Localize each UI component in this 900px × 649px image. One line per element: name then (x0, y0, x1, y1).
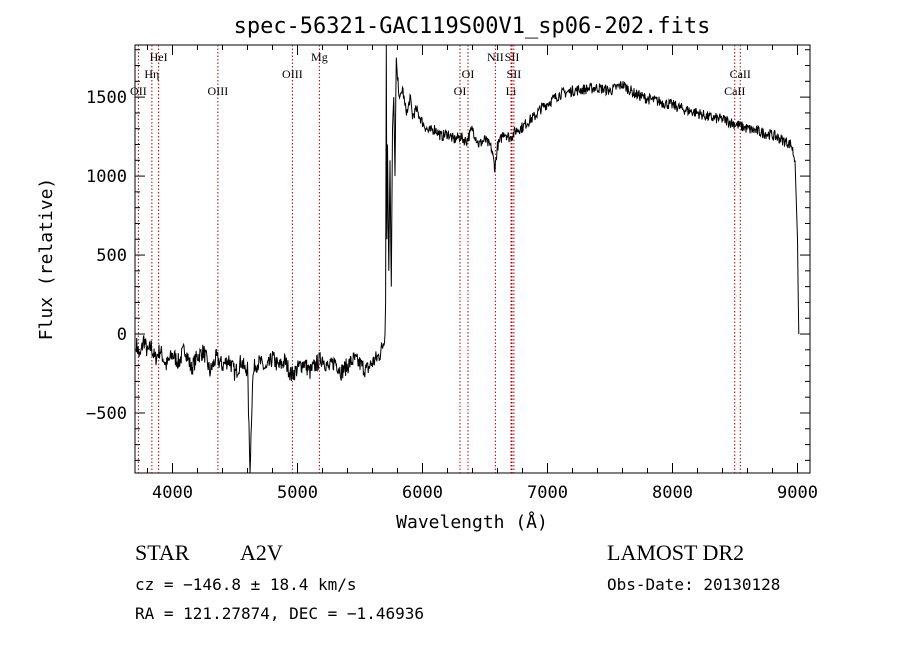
line-label: Mg (311, 50, 328, 64)
y-tick-label: 1000 (86, 167, 127, 187)
x-tick-label: 4000 (152, 483, 193, 503)
line-label: OI (454, 84, 467, 98)
chart-title: spec-56321-GAC119S00V1_sp06-202.fits (234, 14, 711, 39)
plot-frame (134, 44, 811, 474)
x-tick-label: 7000 (527, 483, 568, 503)
y-tick-label: 1500 (86, 88, 127, 108)
cz-value: cz = −146.8 ± 18.4 km/s (135, 575, 357, 594)
line-label: OIII (282, 67, 303, 81)
line-label: OIII (208, 84, 229, 98)
line-label: OII (130, 84, 147, 98)
line-label: CaII (730, 67, 751, 81)
x-tick-label: 9000 (777, 483, 818, 503)
x-tick-label: 6000 (402, 483, 443, 503)
line-label: HeI (150, 50, 168, 64)
x-tick-label: 5000 (277, 483, 318, 503)
line-label: NII (487, 50, 504, 64)
line-label: Li (506, 84, 517, 98)
survey-label: LAMOST DR2 (607, 540, 744, 565)
y-tick-label: 500 (96, 246, 127, 266)
axis-ticks: 4000 5000 6000 7000 8000 9000 −500 0 500 1000 1500 (86, 45, 818, 503)
line-markers: OII Hη HeI OIII OIII Mg OI OI NII SII SII Li CaII CaI… (130, 45, 751, 473)
x-axis-label: Wavelength (Å) (396, 511, 548, 533)
object-subclass: A2V (240, 540, 283, 565)
spectrum-series (135, 44, 800, 474)
line-label: CaII (724, 84, 745, 98)
line-label: SII (505, 50, 520, 64)
y-tick-label: 0 (117, 325, 127, 345)
spectrum-line (135, 44, 800, 474)
x-tick-label: 8000 (652, 483, 693, 503)
obs-date: Obs-Date: 20130128 (607, 575, 780, 594)
y-axis-label: Flux (relative) (36, 178, 57, 341)
line-label: OI (462, 67, 475, 81)
line-label: Hη (144, 67, 159, 81)
y-tick-label: −500 (86, 404, 127, 424)
object-class: STAR (135, 540, 190, 565)
line-label: SII (507, 67, 522, 81)
ra-dec: RA = 121.27874, DEC = −1.46936 (135, 604, 424, 623)
